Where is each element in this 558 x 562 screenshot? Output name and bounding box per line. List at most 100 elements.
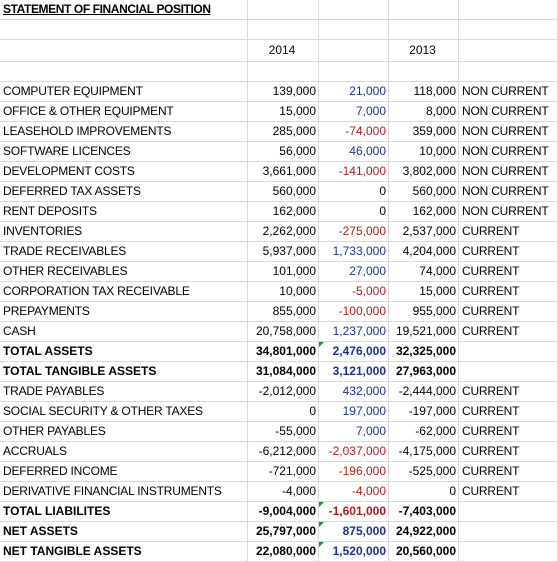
value-2013[interactable]: 8,000 (389, 102, 459, 122)
value-2013[interactable]: 3,802,000 (389, 162, 459, 182)
value-2014[interactable]: 139,000 (248, 82, 319, 102)
change-value[interactable]: 2,476,000 (319, 342, 389, 362)
row-label[interactable]: INVENTORIES (0, 222, 248, 242)
empty-cell[interactable] (319, 20, 389, 40)
empty-cell[interactable] (459, 20, 558, 40)
value-2014[interactable]: 20,758,000 (248, 322, 319, 342)
change-value[interactable]: -4,000 (319, 482, 389, 502)
value-2014[interactable]: 5,937,000 (248, 242, 319, 262)
classification[interactable] (459, 502, 558, 522)
value-2013[interactable]: 560,000 (389, 182, 459, 202)
change-value[interactable]: 7,000 (319, 102, 389, 122)
change-value[interactable]: 197,000 (319, 402, 389, 422)
row-label[interactable]: TRADE PAYABLES (0, 382, 248, 402)
row-label[interactable]: TRADE RECEIVABLES (0, 242, 248, 262)
row-label[interactable]: DERIVATIVE FINANCIAL INSTRUMENTS (0, 482, 248, 502)
change-value[interactable]: 27,000 (319, 262, 389, 282)
classification[interactable]: CURRENT (459, 402, 558, 422)
row-label[interactable]: NET TANGIBLE ASSETS (0, 542, 248, 562)
value-2013[interactable]: 74,000 (389, 262, 459, 282)
classification[interactable]: CURRENT (459, 302, 558, 322)
classification[interactable]: CURRENT (459, 222, 558, 242)
row-label[interactable]: OFFICE & OTHER EQUIPMENT (0, 102, 248, 122)
empty-cell[interactable] (0, 40, 248, 62)
row-label[interactable]: SOFTWARE LICENCES (0, 142, 248, 162)
empty-cell[interactable] (319, 62, 389, 82)
empty-cell[interactable] (459, 62, 558, 82)
classification[interactable]: NON CURRENT (459, 202, 558, 222)
value-2014[interactable]: 22,080,000 (248, 542, 319, 562)
row-label[interactable]: ACCRUALS (0, 442, 248, 462)
classification[interactable]: CURRENT (459, 462, 558, 482)
change-value[interactable]: 21,000 (319, 82, 389, 102)
value-2014[interactable]: 101,000 (248, 262, 319, 282)
value-2014[interactable]: 25,797,000 (248, 522, 319, 542)
change-value[interactable]: 46,000 (319, 142, 389, 162)
classification[interactable] (459, 542, 558, 562)
classification[interactable]: NON CURRENT (459, 162, 558, 182)
value-2014[interactable]: -4,000 (248, 482, 319, 502)
value-2014[interactable]: 2,262,000 (248, 222, 319, 242)
classification[interactable]: CURRENT (459, 282, 558, 302)
header-2014[interactable]: 2014 (248, 40, 319, 62)
change-value[interactable]: 7,000 (319, 422, 389, 442)
change-value[interactable]: -1,601,000 (319, 502, 389, 522)
empty-cell[interactable] (319, 40, 389, 62)
value-2014[interactable]: 162,000 (248, 202, 319, 222)
change-value[interactable]: 875,000 (319, 522, 389, 542)
row-label[interactable]: TOTAL LIABILITES (0, 502, 248, 522)
row-label[interactable]: RENT DEPOSITS (0, 202, 248, 222)
value-2014[interactable]: -9,004,000 (248, 502, 319, 522)
classification[interactable]: CURRENT (459, 322, 558, 342)
value-2014[interactable]: 56,000 (248, 142, 319, 162)
value-2013[interactable]: 118,000 (389, 82, 459, 102)
classification[interactable]: NON CURRENT (459, 182, 558, 202)
empty-cell[interactable] (248, 62, 319, 82)
row-label[interactable]: OTHER PAYABLES (0, 422, 248, 442)
classification[interactable]: NON CURRENT (459, 82, 558, 102)
empty-cell[interactable] (248, 20, 319, 40)
classification[interactable]: NON CURRENT (459, 122, 558, 142)
row-label[interactable]: TOTAL TANGIBLE ASSETS (0, 362, 248, 382)
row-label[interactable]: CORPORATION TAX RECEIVABLE (0, 282, 248, 302)
classification[interactable]: NON CURRENT (459, 102, 558, 122)
value-2014[interactable]: 3,661,000 (248, 162, 319, 182)
row-label[interactable]: COMPUTER EQUIPMENT (0, 82, 248, 102)
row-label[interactable]: SOCIAL SECURITY & OTHER TAXES (0, 402, 248, 422)
change-value[interactable]: -2,037,000 (319, 442, 389, 462)
change-value[interactable]: -5,000 (319, 282, 389, 302)
value-2013[interactable]: 0 (389, 482, 459, 502)
classification[interactable]: CURRENT (459, 262, 558, 282)
row-label[interactable]: DEFERRED INCOME (0, 462, 248, 482)
value-2013[interactable]: -2,444,000 (389, 382, 459, 402)
value-2014[interactable]: -55,000 (248, 422, 319, 442)
value-2014[interactable]: 0 (248, 402, 319, 422)
empty-cell[interactable] (389, 20, 459, 40)
value-2014[interactable]: 31,084,000 (248, 362, 319, 382)
change-value[interactable]: 3,121,000 (319, 362, 389, 382)
empty-cell[interactable] (0, 20, 248, 40)
value-2013[interactable]: 32,325,000 (389, 342, 459, 362)
value-2013[interactable]: 4,204,000 (389, 242, 459, 262)
classification[interactable] (459, 522, 558, 542)
empty-cell[interactable] (319, 0, 389, 20)
value-2013[interactable]: 19,521,000 (389, 322, 459, 342)
value-2014[interactable]: 285,000 (248, 122, 319, 142)
value-2014[interactable]: 560,000 (248, 182, 319, 202)
empty-cell[interactable] (459, 40, 558, 62)
classification[interactable]: CURRENT (459, 382, 558, 402)
value-2013[interactable]: 955,000 (389, 302, 459, 322)
row-label[interactable]: TOTAL ASSETS (0, 342, 248, 362)
value-2014[interactable]: 10,000 (248, 282, 319, 302)
row-label[interactable]: PREPAYMENTS (0, 302, 248, 322)
value-2013[interactable]: 162,000 (389, 202, 459, 222)
change-value[interactable]: 1,237,000 (319, 322, 389, 342)
value-2014[interactable]: 15,000 (248, 102, 319, 122)
empty-cell[interactable] (459, 0, 558, 20)
classification[interactable]: NON CURRENT (459, 142, 558, 162)
row-label[interactable]: DEVELOPMENT COSTS (0, 162, 248, 182)
classification[interactable] (459, 342, 558, 362)
classification[interactable]: CURRENT (459, 422, 558, 442)
value-2014[interactable]: -721,000 (248, 462, 319, 482)
change-value[interactable]: -74,000 (319, 122, 389, 142)
